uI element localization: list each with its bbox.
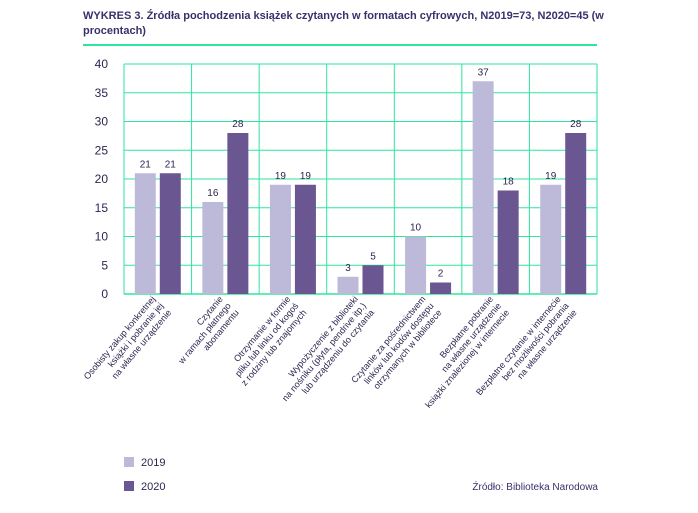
bar-2019-5 bbox=[472, 81, 494, 294]
bar-2020-4 bbox=[430, 282, 452, 294]
bar-2020-6 bbox=[565, 133, 587, 294]
legend-swatch-2020 bbox=[124, 481, 134, 491]
data-label-2020-1: 28 bbox=[232, 119, 244, 130]
y-tick-label: 20 bbox=[95, 172, 109, 186]
data-label-2020-5: 18 bbox=[503, 177, 515, 188]
data-label-2020-3: 5 bbox=[370, 251, 376, 262]
legend-label-2019: 2019 bbox=[141, 457, 166, 469]
data-label-2019-0: 21 bbox=[140, 159, 152, 170]
data-label-2019-3: 3 bbox=[345, 263, 351, 274]
source-note: Źródło: Biblioteka Narodowa bbox=[472, 482, 598, 493]
title-divider bbox=[83, 44, 597, 46]
bar-2019-1 bbox=[202, 202, 224, 294]
data-label-2019-2: 19 bbox=[275, 171, 287, 182]
bar-layer bbox=[134, 81, 587, 294]
legend-item-2020: 2020 bbox=[124, 481, 165, 493]
bar-2020-0 bbox=[159, 173, 181, 294]
x-tick-label-1: Czytaniew ramach płatnegoabonamentu bbox=[168, 294, 241, 373]
legend-label-2020: 2020 bbox=[141, 481, 166, 493]
data-label-2019-5: 37 bbox=[478, 67, 490, 78]
bar-2019-0 bbox=[134, 173, 156, 294]
bar-2019-3 bbox=[337, 276, 359, 294]
data-label-2020-6: 28 bbox=[570, 119, 582, 130]
bar-2020-2 bbox=[294, 184, 316, 294]
bar-2019-4 bbox=[405, 236, 427, 294]
y-tick-label: 0 bbox=[101, 287, 108, 301]
bar-2020-3 bbox=[362, 265, 384, 294]
y-tick-label: 25 bbox=[95, 143, 109, 157]
x-tick-label-0: Osobisty zakup konkretnejksiążki i pobra… bbox=[82, 294, 174, 395]
y-tick-label: 40 bbox=[95, 57, 109, 71]
data-label-2019-4: 10 bbox=[410, 223, 422, 234]
grid-layer bbox=[123, 63, 598, 295]
y-tick-label: 30 bbox=[95, 115, 109, 129]
y-tick-label: 10 bbox=[95, 230, 109, 244]
y-tick-label: 5 bbox=[101, 258, 108, 272]
data-label-2019-6: 19 bbox=[545, 171, 557, 182]
chart-title: WYKRES 3. Źródła pochodzenia książek czy… bbox=[83, 10, 604, 37]
data-label-2020-0: 21 bbox=[165, 159, 177, 170]
bar-2019-2 bbox=[269, 184, 291, 294]
x-tick-label-line: bez możliwości pobrania bbox=[500, 301, 571, 383]
y-tick-label: 15 bbox=[95, 201, 109, 215]
legend-item-2019: 2019 bbox=[124, 457, 165, 469]
legend-swatch-2019 bbox=[124, 457, 134, 467]
y-tick-label: 35 bbox=[95, 86, 109, 100]
bar-2019-6 bbox=[540, 184, 562, 294]
bar-2020-1 bbox=[227, 133, 249, 294]
data-label-2019-1: 16 bbox=[207, 188, 219, 199]
data-label-2020-2: 19 bbox=[300, 171, 312, 182]
bar-2020-5 bbox=[497, 190, 519, 294]
data-label-2020-4: 2 bbox=[438, 269, 444, 280]
